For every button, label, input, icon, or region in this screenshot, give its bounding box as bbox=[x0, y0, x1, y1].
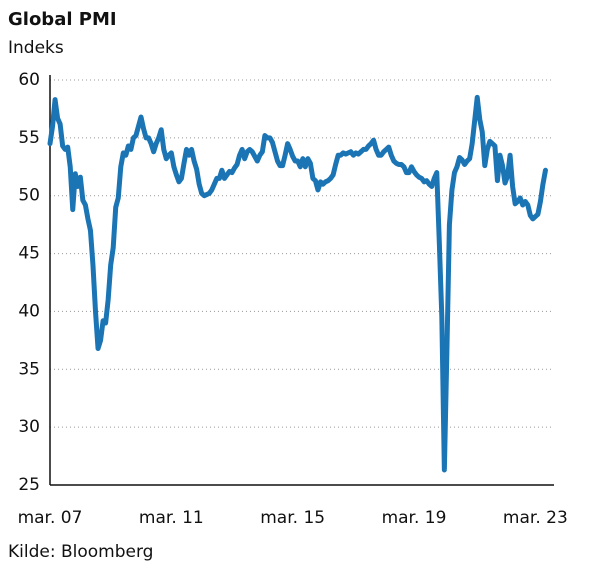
y-tick-label: 35 bbox=[18, 359, 40, 379]
x-tick-label: mar. 23 bbox=[503, 508, 568, 528]
y-tick-label: 25 bbox=[18, 475, 40, 495]
source: Kilde: Bloomberg bbox=[8, 542, 153, 562]
chart-subtitle: Indeks bbox=[8, 38, 64, 58]
x-tick-label: mar. 11 bbox=[139, 508, 204, 528]
x-tick-label: mar. 07 bbox=[18, 508, 83, 528]
chart-title: Global PMI bbox=[8, 9, 117, 30]
y-tick-label: 55 bbox=[18, 128, 40, 148]
x-tick-label: mar. 19 bbox=[382, 508, 447, 528]
x-tick-label: mar. 15 bbox=[260, 508, 325, 528]
y-tick-label: 50 bbox=[18, 186, 40, 206]
y-tick-label: 45 bbox=[18, 244, 40, 264]
data-line bbox=[47, 94, 548, 473]
y-tick-label: 30 bbox=[18, 417, 40, 437]
y-tick-label: 60 bbox=[18, 70, 40, 90]
y-tick-label: 40 bbox=[18, 301, 40, 321]
